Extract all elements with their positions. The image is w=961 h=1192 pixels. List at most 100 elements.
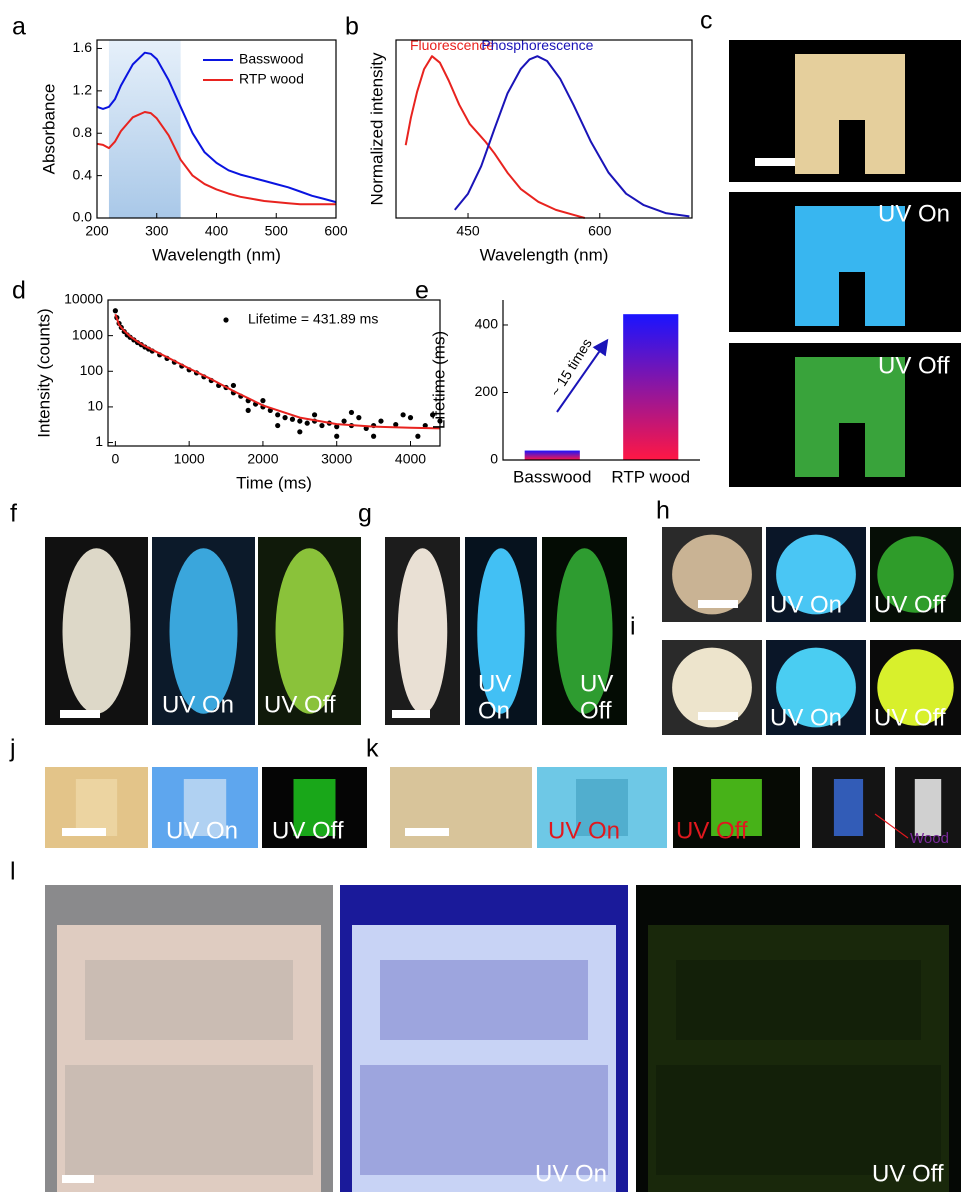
panel-label: i xyxy=(630,613,636,641)
photo-object xyxy=(915,779,941,836)
photo-detail xyxy=(380,960,588,1040)
panel-label: f xyxy=(10,500,17,528)
y-axis-title: Lifetime (ms) xyxy=(429,331,448,429)
x-tick-label: 450 xyxy=(456,223,480,239)
bar xyxy=(623,314,678,460)
data-point xyxy=(305,421,310,426)
data-point xyxy=(371,434,376,439)
data-point xyxy=(415,434,420,439)
photo-object xyxy=(834,779,863,836)
x-tick-label: 200 xyxy=(85,223,109,239)
scale-bar xyxy=(698,600,738,608)
panel-label: j xyxy=(9,735,16,763)
photo-caption: UV Off xyxy=(878,352,950,379)
y-tick-label: 100 xyxy=(80,362,104,378)
photo-detail xyxy=(360,1065,608,1175)
x-tick-label: 300 xyxy=(145,223,169,239)
series-line xyxy=(455,56,690,216)
plot-area xyxy=(113,308,443,439)
scale-bar xyxy=(392,710,430,718)
photo-caption: UV xyxy=(478,670,511,697)
data-point xyxy=(378,418,383,423)
data-point xyxy=(334,434,339,439)
x-tick-label: 500 xyxy=(265,223,289,239)
y-tick-label: 400 xyxy=(475,316,499,332)
x-tick-label: 1000 xyxy=(174,451,205,467)
photo-detail xyxy=(65,1065,313,1175)
data-point xyxy=(113,308,118,313)
panel-label: g xyxy=(358,500,372,528)
y-tick-label: 0 xyxy=(490,451,498,467)
x-tick-label: 600 xyxy=(588,223,612,239)
shaded-band xyxy=(109,40,181,218)
photo-caption: On xyxy=(478,697,510,724)
y-tick-label: 200 xyxy=(475,383,499,399)
scale-bar xyxy=(62,1175,94,1183)
data-point xyxy=(401,412,406,417)
x-axis-title: Wavelength (nm) xyxy=(152,245,281,264)
photo-caption: UV Off xyxy=(676,817,748,844)
photo-detail xyxy=(85,960,293,1040)
data-point xyxy=(319,423,324,428)
photo-object xyxy=(433,779,490,836)
x-tick-label: Basswood xyxy=(513,467,591,486)
photo-caption: UV On xyxy=(162,691,234,718)
photo-detail xyxy=(656,1065,941,1175)
photo-object xyxy=(170,548,238,713)
panel-label: a xyxy=(12,13,26,41)
photo-caption: UV Off xyxy=(872,1160,944,1187)
x-tick-label: 3000 xyxy=(321,451,352,467)
photo-caption: UV On xyxy=(166,817,238,844)
panel-label: b xyxy=(345,13,359,41)
panel-label: l xyxy=(10,858,16,886)
data-point xyxy=(408,415,413,420)
photo-detail xyxy=(839,120,865,174)
photo-caption: UV Off xyxy=(874,591,946,618)
y-axis-title: Absorbance xyxy=(39,84,58,175)
series-line xyxy=(406,56,585,218)
scale-bar xyxy=(60,710,100,718)
y-tick-label: 10000 xyxy=(64,291,103,307)
scale-bar xyxy=(755,158,795,166)
x-tick-label: 600 xyxy=(324,223,348,239)
panel-label: e xyxy=(415,277,429,305)
y-tick-label: 0.4 xyxy=(73,166,93,182)
data-point xyxy=(282,415,287,420)
photo-object xyxy=(63,548,131,713)
y-tick-label: 1.2 xyxy=(73,82,93,98)
x-tick-label: 4000 xyxy=(395,451,426,467)
scale-bar xyxy=(62,828,106,836)
y-tick-label: 1 xyxy=(95,433,103,449)
photo-caption: UV Off xyxy=(272,817,344,844)
data-point xyxy=(275,423,280,428)
scale-bar xyxy=(698,712,738,720)
data-point xyxy=(246,408,251,413)
y-tick-label: 10 xyxy=(87,398,103,414)
data-point xyxy=(297,418,302,423)
legend-label: Lifetime = 431.89 ms xyxy=(248,311,378,327)
x-tick-label: 400 xyxy=(205,223,229,239)
photo-object xyxy=(276,548,344,713)
photo-object xyxy=(76,779,117,836)
data-point xyxy=(275,412,280,417)
series-line xyxy=(115,314,440,428)
panel-label: d xyxy=(12,277,26,305)
data-point xyxy=(260,398,265,403)
data-point xyxy=(312,412,317,417)
data-point xyxy=(341,418,346,423)
panel-label: c xyxy=(700,7,713,35)
y-tick-label: 1.6 xyxy=(73,39,93,55)
panel-label: h xyxy=(656,497,670,525)
series-label: Phosphorescence xyxy=(481,37,593,53)
photo-caption: Off xyxy=(580,697,612,724)
photo-caption: UV On xyxy=(535,1160,607,1187)
x-tick-label: 0 xyxy=(111,451,119,467)
photo-detail xyxy=(839,423,865,477)
photo-object xyxy=(398,548,448,713)
plot-area xyxy=(406,56,690,218)
photo-caption: UV On xyxy=(878,200,950,227)
figure: a0.00.40.81.21.6200300400500600Wavelengt… xyxy=(0,0,961,1192)
legend-marker xyxy=(223,317,228,322)
photo-caption: UV xyxy=(580,670,613,697)
photo-caption: UV On xyxy=(548,817,620,844)
